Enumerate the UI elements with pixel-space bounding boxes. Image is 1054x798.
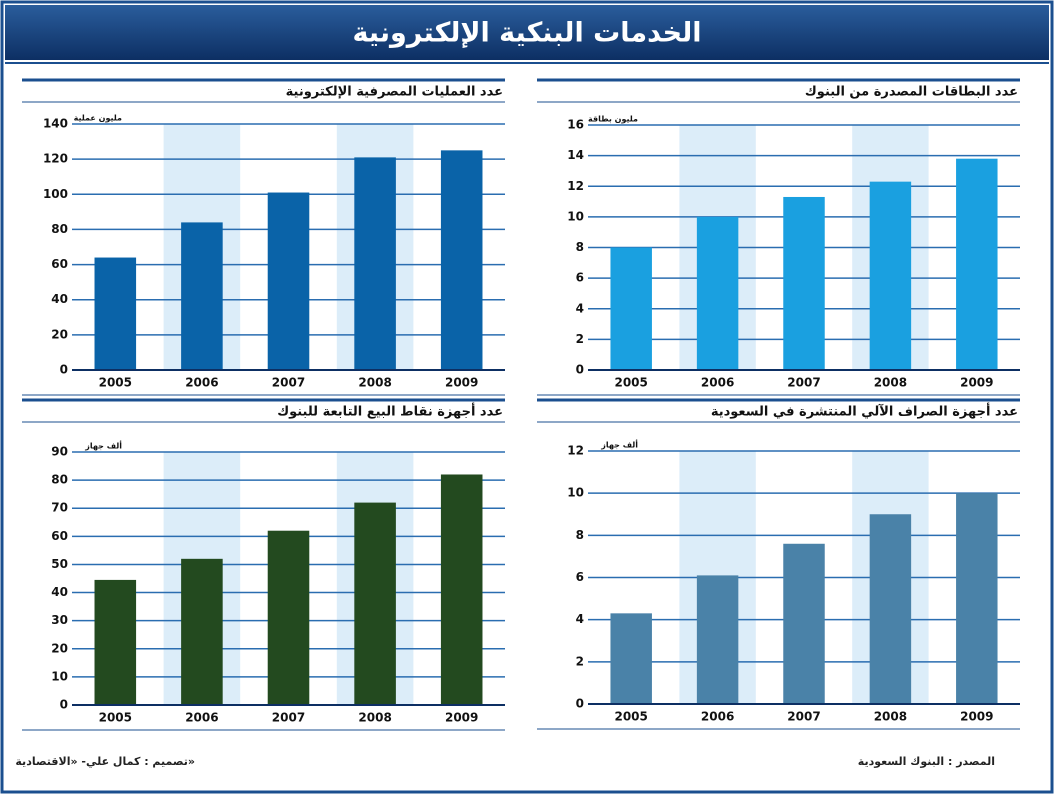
y-tick-label: 12 (567, 179, 584, 193)
bar (696, 216, 739, 370)
x-tick-label: 2008 (874, 376, 907, 390)
x-tick-label: 2009 (960, 710, 993, 724)
bar (956, 493, 998, 704)
y-tick-label: 100 (43, 187, 68, 201)
x-tick-label: 2007 (787, 710, 820, 724)
y-tick-label: 8 (576, 240, 584, 254)
bar (696, 575, 739, 704)
unit-label: ألف جهاز (600, 440, 638, 450)
y-tick-label: 120 (43, 152, 68, 166)
x-tick-label: 2008 (358, 711, 391, 725)
x-tick-label: 2009 (445, 376, 478, 390)
bar (94, 257, 137, 370)
header-title: الخدمات البنكية الإلكترونية (352, 18, 701, 49)
y-tick-label: 16 (567, 118, 584, 132)
y-tick-label: 10 (51, 669, 68, 683)
bar (440, 150, 483, 370)
y-tick-label: 80 (51, 473, 68, 487)
footer-credit: تصميم : كمال علي- «الاقتصادية» (15, 755, 195, 768)
y-tick-label: 2 (576, 654, 584, 668)
y-tick-label: 10 (567, 486, 584, 500)
bar (181, 222, 223, 370)
bar (869, 181, 912, 370)
y-tick-label: 90 (51, 445, 68, 459)
y-tick-label: 70 (51, 501, 68, 515)
bar (94, 579, 137, 705)
bar (783, 196, 825, 370)
x-tick-label: 2008 (358, 376, 391, 390)
chart-title: عدد البطاقات المصدرة من البنوك (805, 85, 1018, 100)
x-tick-label: 2005 (99, 711, 132, 725)
x-tick-label: 2005 (614, 376, 647, 390)
bar (869, 514, 912, 704)
y-tick-label: 40 (51, 292, 68, 306)
y-tick-label: 40 (51, 585, 68, 599)
x-tick-label: 2008 (874, 710, 907, 724)
bar (267, 192, 310, 370)
bar (440, 474, 483, 705)
y-tick-label: 80 (51, 222, 68, 236)
bar (610, 247, 652, 370)
unit-label: مليون بطاقة (588, 115, 638, 124)
y-tick-label: 0 (60, 363, 68, 377)
x-tick-label: 2006 (701, 710, 734, 724)
y-tick-label: 20 (51, 641, 68, 655)
y-tick-label: 140 (43, 117, 68, 131)
y-tick-label: 50 (51, 557, 68, 571)
y-tick-label: 6 (576, 570, 584, 584)
chart-title: عدد أجهزة الصراف الآلي المنتشرة في السعو… (711, 403, 1018, 420)
x-tick-label: 2005 (614, 710, 647, 724)
y-tick-label: 14 (567, 148, 584, 162)
bar (956, 158, 998, 370)
y-tick-label: 10 (567, 209, 584, 223)
header-bar (5, 5, 1049, 60)
footer-source: المصدر : البنوك السعودية (858, 755, 995, 768)
y-tick-label: 6 (576, 271, 584, 285)
bar (267, 530, 310, 705)
y-tick-label: 60 (51, 529, 68, 543)
chart-title: عدد أجهزة نقاط البيع التابعة للبنوك (277, 403, 503, 420)
y-tick-label: 60 (51, 257, 68, 271)
x-tick-label: 2006 (185, 711, 218, 725)
y-tick-label: 20 (51, 327, 68, 341)
y-tick-label: 4 (576, 612, 584, 626)
x-tick-label: 2006 (701, 376, 734, 390)
unit-label: مليون عملية (74, 114, 122, 123)
chart-title: عدد العمليات المصرفية الإلكترونية (286, 85, 503, 100)
x-tick-label: 2007 (272, 711, 305, 725)
y-tick-label: 4 (576, 301, 584, 315)
bar (354, 157, 396, 370)
y-tick-label: 12 (567, 444, 584, 458)
y-tick-label: 2 (576, 332, 584, 346)
x-tick-label: 2006 (185, 376, 218, 390)
y-tick-label: 0 (576, 363, 584, 377)
unit-label: ألف جهاز (84, 441, 122, 451)
x-tick-label: 2007 (787, 376, 820, 390)
bar (181, 558, 223, 705)
x-tick-label: 2005 (99, 376, 132, 390)
bar (354, 502, 396, 705)
x-tick-label: 2009 (445, 711, 478, 725)
x-tick-label: 2009 (960, 376, 993, 390)
bar (610, 613, 652, 704)
y-tick-label: 0 (576, 697, 584, 711)
y-tick-label: 8 (576, 528, 584, 542)
bar (783, 543, 825, 704)
x-tick-label: 2007 (272, 376, 305, 390)
y-tick-label: 0 (60, 698, 68, 712)
y-tick-label: 30 (51, 613, 68, 627)
